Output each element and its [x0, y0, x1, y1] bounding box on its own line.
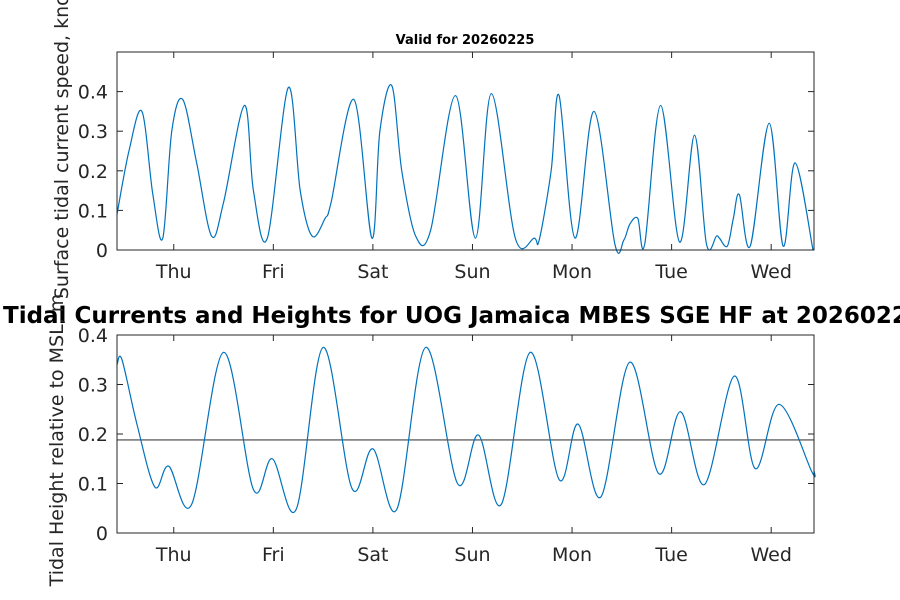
current-speed-y-tick-label: 0.3 — [78, 121, 108, 143]
current-speed-x-tick-label: Sun — [454, 261, 490, 283]
tidal-height-x-tick-label: Sun — [454, 544, 490, 566]
current-speed-series-line — [116, 84, 814, 254]
current-speed-x-tick-label: Tue — [654, 261, 687, 283]
current-speed-y-tick-label: 0.2 — [78, 161, 108, 183]
current-speed-y-tick-label: 0.1 — [78, 200, 108, 222]
tidal-height-x-tick-label: Sat — [357, 544, 388, 566]
tidal-height-y-tick-label: 0.2 — [78, 424, 108, 446]
tidal-height-y-tick-label: 0.4 — [78, 325, 108, 347]
tidal-height-panel: 0 0.1 0.2 0.3 0.4 Thu Fri Sat Sun Mon Tue Wed Tida… — [3, 294, 900, 588]
tidal-height-x-tick-label: Wed — [750, 544, 791, 566]
tidal-height-x-tick-label: Thu — [155, 544, 192, 566]
current-speed-y-tick-label: 0 — [96, 240, 108, 262]
tidal-height-x-tick-label: Tue — [654, 544, 687, 566]
current-speed-x-tick-label: Wed — [750, 261, 791, 283]
tidal-height-x-ticks: Thu Fri Sat Sun Mon Tue Wed — [155, 335, 792, 566]
tidal-height-y-tick-label: 0 — [96, 523, 108, 545]
current-speed-title: Valid for 20260225 — [396, 33, 535, 48]
current-speed-x-tick-label: Mon — [552, 261, 592, 283]
current-speed-plot-area — [116, 51, 815, 251]
current-speed-axes-frame — [116, 51, 815, 251]
tidal-height-y-tick-label: 0.1 — [78, 474, 108, 496]
tidal-height-series-line — [116, 346, 816, 514]
tidal-height-y-tick-label: 0.3 — [78, 375, 108, 397]
current-speed-y-axis-label: Surface tidal current speed, knots — [51, 0, 73, 299]
current-speed-y-tick-label: 0.4 — [78, 82, 108, 104]
tidal-height-plot-area — [116, 334, 815, 534]
current-speed-y-ticks: 0 0.1 0.2 0.3 0.4 — [78, 82, 814, 262]
current-speed-x-tick-label: Thu — [155, 261, 192, 283]
tidal-height-x-tick-label: Mon — [552, 544, 592, 566]
tidal-height-y-axis-label: Tidal Height relative to MSL, m — [46, 294, 68, 588]
current-speed-x-ticks: Thu Fri Sat Sun Mon Tue Wed — [155, 52, 792, 283]
tidal-height-x-tick-label: Fri — [262, 544, 285, 566]
tidal-height-title: Tidal Currents and Heights for UOG Jamai… — [3, 303, 900, 329]
current-speed-panel: 0 0.1 0.2 0.3 0.4 Thu Fri Sat Sun Mon Tue Wed Vali… — [51, 0, 815, 299]
current-speed-x-tick-label: Fri — [262, 261, 285, 283]
tidal-height-y-ticks: 0 0.1 0.2 0.3 0.4 — [78, 325, 814, 545]
current-speed-x-tick-label: Sat — [357, 261, 388, 283]
tidal-height-axes-frame — [116, 334, 815, 534]
